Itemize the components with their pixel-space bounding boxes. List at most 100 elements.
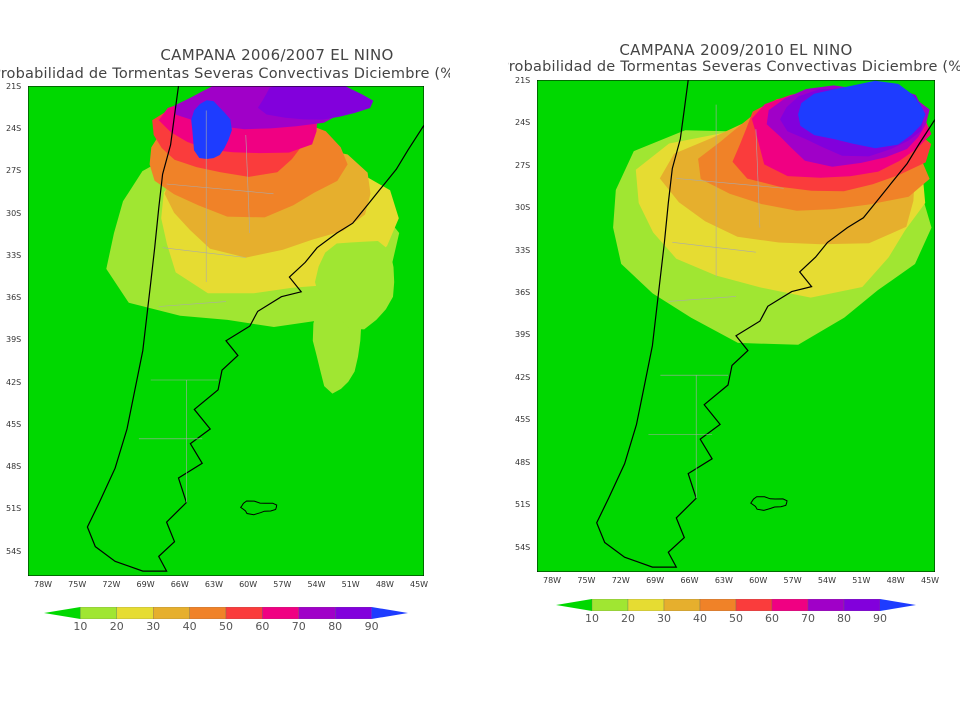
longitude-tick-label: 60W bbox=[239, 580, 258, 589]
colorbar-swatch bbox=[807, 599, 845, 611]
latitude-tick-label: 30S bbox=[6, 208, 22, 218]
colorbar-swatch bbox=[556, 599, 592, 611]
longitude-tick-label: 72W bbox=[611, 576, 630, 585]
colorbar-swatch bbox=[627, 599, 665, 611]
boundary-line bbox=[676, 178, 784, 189]
colorbar-swatch bbox=[335, 607, 372, 619]
colorbar-level-label: 20 bbox=[109, 620, 124, 633]
boundary-line bbox=[245, 134, 251, 234]
latitude-tick-label: 48S bbox=[6, 462, 22, 472]
longitude-tick-label: 48W bbox=[886, 576, 905, 585]
colorbar-swatch bbox=[371, 607, 408, 619]
boundary-line bbox=[668, 296, 737, 302]
latitude-tick-label: 39S bbox=[6, 335, 22, 345]
latitude-tick-label: 33S bbox=[515, 245, 531, 255]
latitude-tick-label: 24S bbox=[6, 124, 22, 134]
colorbar-level-label: 70 bbox=[291, 620, 306, 633]
boundary-line bbox=[755, 129, 761, 228]
latitude-tick-label: 39S bbox=[515, 330, 531, 340]
probability-contours bbox=[613, 80, 932, 345]
boundary-line bbox=[166, 183, 274, 195]
colorbar-swatch bbox=[663, 599, 701, 611]
longitude-tick-label: 75W bbox=[68, 580, 87, 589]
latitude-tick-label: 36S bbox=[515, 288, 531, 298]
latitude-tick-label: 54S bbox=[515, 542, 531, 552]
boundary-line bbox=[158, 301, 227, 307]
longitude-tick-label: 69W bbox=[136, 580, 155, 589]
boundary-line bbox=[162, 247, 246, 258]
province-boundaries bbox=[648, 104, 784, 499]
contour-band bbox=[257, 86, 374, 120]
latitude-tick-label: 54S bbox=[6, 546, 22, 556]
longitude-tick-label: 78W bbox=[543, 576, 562, 585]
latitude-tick-label: 51S bbox=[6, 504, 22, 514]
probability-map bbox=[537, 80, 935, 572]
latitude-tick-label: 27S bbox=[6, 166, 22, 176]
colorbar-swatch bbox=[298, 607, 336, 619]
longitude-tick-label: 45W bbox=[921, 576, 940, 585]
colorbar-level-label: 60 bbox=[765, 612, 779, 625]
panel-subtitle: Probabilidad de Tormentas Severas Convec… bbox=[508, 59, 960, 75]
longitude-tick-label: 48W bbox=[375, 580, 394, 589]
longitude-tick-label: 72W bbox=[102, 580, 121, 589]
colorbar-level-label: 50 bbox=[729, 612, 743, 625]
colorbar-swatch bbox=[262, 607, 299, 619]
falkland-islands bbox=[750, 496, 788, 511]
colorbar-swatch bbox=[225, 607, 263, 619]
panel-title: CAMPANA 2006/2007 EL NINO bbox=[160, 46, 394, 64]
longitude-tick-label: 51W bbox=[852, 576, 871, 585]
colorbar-swatch bbox=[699, 599, 737, 611]
colorbar-level-label: 80 bbox=[328, 620, 343, 633]
colorbar-swatch bbox=[153, 607, 190, 619]
colorbar-swatch bbox=[44, 607, 81, 619]
colorbar-swatch bbox=[880, 599, 916, 611]
longitude-tick-label: 75W bbox=[577, 576, 596, 585]
longitude-tick-label: 45W bbox=[410, 580, 429, 589]
longitude-tick-label: 57W bbox=[273, 580, 292, 589]
province-boundaries bbox=[138, 110, 274, 503]
latitude-tick-label: 30S bbox=[515, 203, 531, 213]
colorbar-level-label: 50 bbox=[219, 620, 233, 633]
colorbar-level-label: 60 bbox=[255, 620, 270, 633]
latitude-tick-label: 51S bbox=[515, 500, 531, 510]
colorbar-swatch bbox=[771, 599, 809, 611]
colorbar-level-label: 40 bbox=[693, 612, 707, 625]
latitude-tick-label: 27S bbox=[515, 160, 531, 170]
longitude-tick-label: 63W bbox=[714, 576, 733, 585]
colorbar-swatch bbox=[735, 599, 773, 611]
falkland-islands bbox=[239, 500, 278, 516]
longitude-tick-label: 69W bbox=[646, 576, 665, 585]
coastline bbox=[596, 80, 935, 568]
contour-band bbox=[191, 100, 232, 159]
colorbar-level-label: 90 bbox=[873, 612, 887, 625]
probability-contours bbox=[106, 86, 400, 394]
colorbar-level-label: 70 bbox=[801, 612, 815, 625]
latitude-tick-label: 33S bbox=[6, 250, 22, 260]
panel-title: CAMPANA 2009/2010 EL NINO bbox=[619, 41, 853, 59]
colorbar-swatch bbox=[189, 607, 227, 619]
probability-map bbox=[28, 86, 424, 576]
longitude-tick-label: 51W bbox=[341, 580, 360, 589]
colorbar-swatch bbox=[80, 607, 117, 619]
latitude-tick-label: 45S bbox=[6, 419, 22, 429]
latitude-tick-label: 21S bbox=[515, 76, 531, 85]
longitude-tick-label: 60W bbox=[749, 576, 768, 585]
colorbar bbox=[556, 599, 916, 611]
colorbar-level-label: 10 bbox=[73, 620, 88, 633]
latitude-tick-label: 45S bbox=[515, 415, 531, 425]
colorbar-level-label: 80 bbox=[837, 612, 851, 625]
colorbar-level-label: 20 bbox=[621, 612, 635, 625]
latitude-tick-label: 42S bbox=[6, 377, 22, 387]
longitude-tick-label: 54W bbox=[307, 580, 326, 589]
longitude-tick-label: 78W bbox=[34, 580, 53, 589]
latitude-tick-label: 42S bbox=[515, 372, 531, 382]
longitude-tick-label: 66W bbox=[680, 576, 699, 585]
colorbar-level-label: 10 bbox=[585, 612, 599, 625]
contour-band bbox=[798, 80, 926, 149]
latitude-tick-label: 24S bbox=[515, 118, 531, 128]
longitude-tick-label: 54W bbox=[817, 576, 836, 585]
longitude-tick-label: 66W bbox=[170, 580, 189, 589]
colorbar-swatch bbox=[591, 599, 629, 611]
colorbar-level-label: 30 bbox=[657, 612, 671, 625]
colorbar-level-label: 90 bbox=[364, 620, 379, 633]
